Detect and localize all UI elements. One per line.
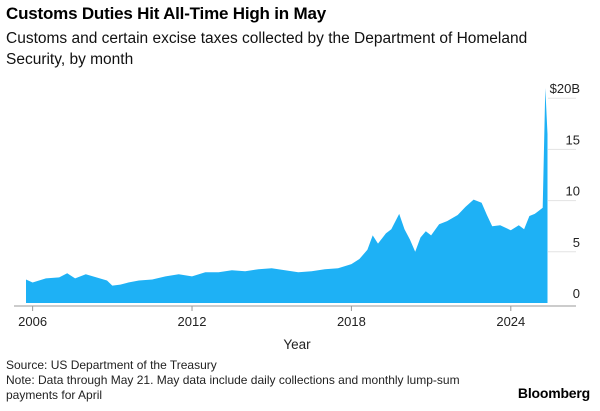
x-tick-label: 2012 — [178, 314, 207, 329]
y-tick-label: 0 — [573, 286, 580, 301]
customs-area-series — [26, 88, 548, 303]
source-note: Source: US Department of the Treasury — [6, 358, 217, 372]
bloomberg-logo: Bloomberg — [517, 385, 590, 401]
data-note: Note: Data through May 21. May data incl… — [6, 373, 460, 402]
x-tick-label: 2006 — [18, 314, 47, 329]
x-tick-label: 2018 — [337, 314, 366, 329]
axes: 0 5 10 15 $20B 2006 2012 2018 2024 — [14, 81, 580, 329]
y-tick-label: 15 — [566, 132, 580, 147]
y-tick-label: 10 — [566, 184, 580, 199]
y-tick-label: 5 — [573, 235, 580, 250]
chart-title: Customs Duties Hit All-Time High in May — [6, 4, 326, 23]
x-axis-title: Year — [283, 337, 311, 352]
y-tick-label: $20B — [550, 81, 580, 96]
x-tick-label: 2024 — [496, 314, 525, 329]
chart-subtitle: Customs and certain excise taxes collect… — [6, 30, 528, 68]
gridlines — [548, 97, 576, 253]
